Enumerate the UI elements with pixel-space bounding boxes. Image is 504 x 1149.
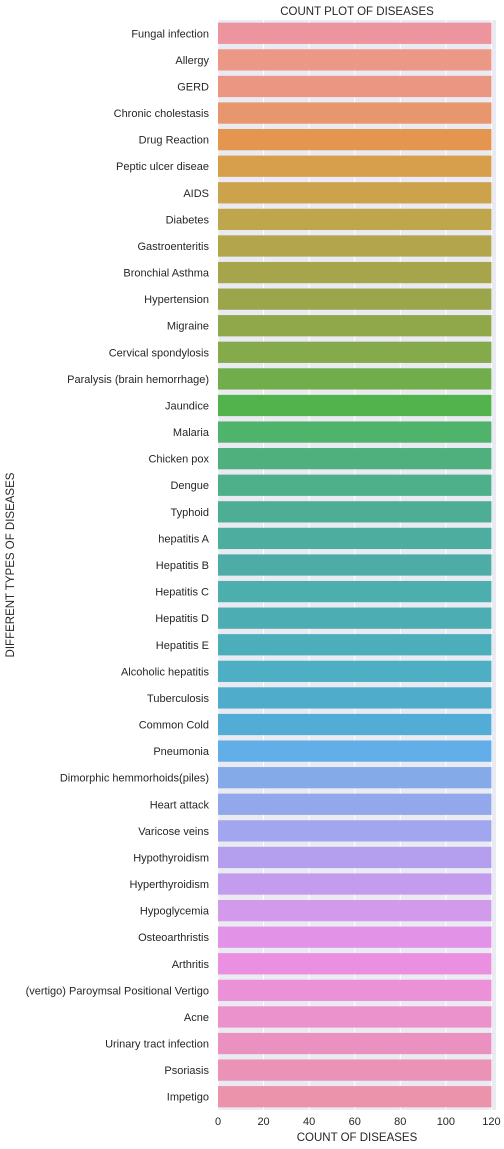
y-tick-label: Peptic ulcer diseae <box>116 161 209 173</box>
y-tick-label: Alcoholic hepatitis <box>121 666 210 678</box>
y-tick-label: Impetigo <box>167 1092 209 1104</box>
bar <box>218 607 492 629</box>
bar <box>218 873 492 895</box>
y-tick-label: Malaria <box>173 427 210 439</box>
y-tick-label: Hypothyroidism <box>133 852 209 864</box>
y-tick-label: Hyperthyroidism <box>130 879 209 891</box>
x-tick-label: 60 <box>349 1116 361 1128</box>
bar <box>218 102 492 124</box>
x-axis-label: COUNT OF DISEASES <box>297 1132 418 1144</box>
bar <box>218 75 492 98</box>
y-tick-label: Bronchial Asthma <box>123 268 209 280</box>
y-tick-label: Psoriasis <box>164 1065 209 1077</box>
y-tick-label: Chicken pox <box>148 454 209 466</box>
x-tick-label: 120 <box>482 1116 500 1128</box>
bar <box>218 660 492 682</box>
bar <box>218 235 492 257</box>
y-tick-label: Hepatitis E <box>156 640 209 652</box>
bar <box>218 713 492 736</box>
bar <box>218 341 492 363</box>
y-tick-label: AIDS <box>183 188 209 200</box>
x-tick-label: 0 <box>215 1116 221 1128</box>
bar <box>218 793 492 815</box>
bar <box>218 1006 492 1028</box>
y-tick-label: Hepatitis D <box>155 613 209 625</box>
bar <box>218 926 492 948</box>
bar <box>218 155 492 177</box>
y-tick-label: Hepatitis B <box>156 560 209 572</box>
y-tick-label: Hepatitis C <box>155 587 209 599</box>
bar <box>218 129 492 151</box>
y-tick-label: Arthritis <box>172 959 210 971</box>
bar <box>218 501 492 523</box>
y-tick-label: (vertigo) Paroymsal Positional Vertigo <box>26 985 209 997</box>
y-tick-label: Typhoid <box>170 507 209 519</box>
y-tick-label: Hypertension <box>144 294 209 306</box>
bar <box>218 22 492 44</box>
y-tick-label: Urinary tract infection <box>105 1039 209 1051</box>
y-axis-label: DIFFERENT TYPES OF DISEASES <box>5 472 17 657</box>
y-tick-label: Cervical spondylosis <box>109 347 210 359</box>
x-tick-label: 40 <box>303 1116 315 1128</box>
y-tick-label: Allergy <box>175 55 209 67</box>
bar <box>218 527 492 550</box>
bar <box>218 288 492 310</box>
y-tick-label: Varicose veins <box>138 826 209 838</box>
y-tick-label: GERD <box>177 81 209 93</box>
y-tick-label: Fungal infection <box>131 28 209 40</box>
y-tick-label: Diabetes <box>166 214 210 226</box>
y-tick-label: Heart attack <box>150 799 210 811</box>
bar <box>218 953 492 975</box>
x-tick-labels: 0 20 40 60 80 100 120 <box>215 1116 501 1128</box>
bar <box>218 899 492 922</box>
bar <box>218 182 492 204</box>
bar <box>218 421 492 443</box>
x-tick-label: 20 <box>257 1116 269 1128</box>
y-tick-label: Pneumonia <box>153 746 210 758</box>
bar <box>218 1086 492 1108</box>
y-tick-label: Drug Reaction <box>139 135 209 147</box>
y-tick-label: Gastroenteritis <box>137 241 209 253</box>
y-tick-label: Tuberculosis <box>147 693 209 705</box>
bar <box>218 687 492 709</box>
y-tick-label: Osteoarthristis <box>138 932 209 944</box>
x-tick-label: 80 <box>394 1116 406 1128</box>
chart-title: COUNT PLOT OF DISEASES <box>280 6 434 18</box>
bar <box>218 820 492 842</box>
bar <box>218 261 492 284</box>
bar <box>218 767 492 789</box>
y-tick-label: Jaundice <box>165 400 209 412</box>
y-tick-label: Common Cold <box>139 720 209 732</box>
bar <box>218 554 492 576</box>
bar <box>218 979 492 1001</box>
bar <box>218 1059 492 1081</box>
bar <box>218 49 492 71</box>
bar <box>218 315 492 337</box>
bars <box>218 22 492 1108</box>
y-tick-label: Acne <box>184 1012 209 1024</box>
bar <box>218 1032 492 1055</box>
bar <box>218 634 492 656</box>
bar <box>218 448 492 470</box>
x-tick-label: 100 <box>437 1116 455 1128</box>
y-tick-label: Paralysis (brain hemorrhage) <box>67 374 209 386</box>
y-tick-label: Hypoglycemia <box>140 906 210 918</box>
y-tick-label: Migraine <box>167 321 209 333</box>
y-tick-label: hepatitis A <box>158 533 209 545</box>
bar <box>218 474 492 496</box>
bar <box>218 394 492 417</box>
bar <box>218 208 492 231</box>
y-tick-label: Dimorphic hemmorhoids(piles) <box>60 773 209 785</box>
y-tick-label: Dengue <box>170 480 209 492</box>
bar <box>218 846 492 869</box>
y-tick-label: Chronic cholestasis <box>114 108 210 120</box>
bar <box>218 740 492 762</box>
bar <box>218 368 492 390</box>
y-tick-labels: Fungal infection Allergy GERD Chronic chole… <box>26 28 210 1103</box>
bar <box>218 580 492 603</box>
